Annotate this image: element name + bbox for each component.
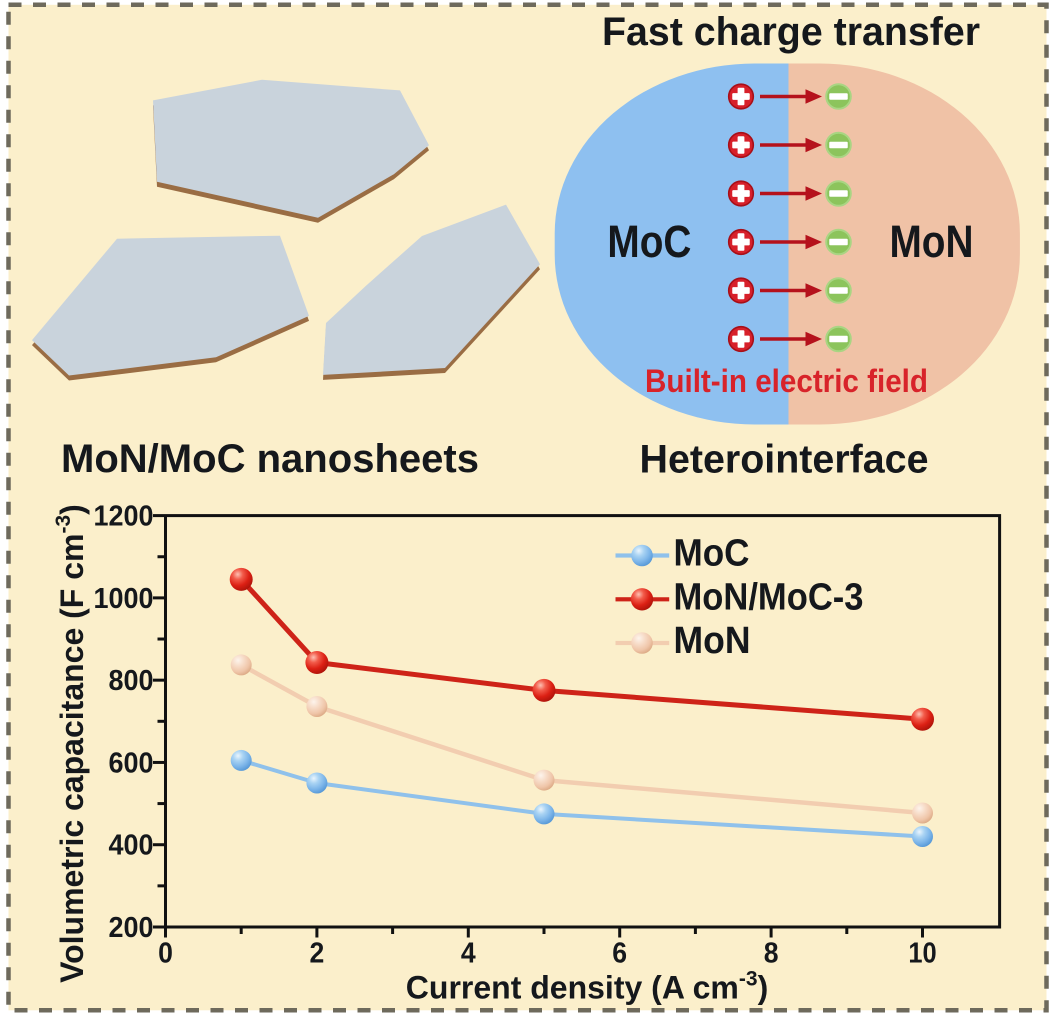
svg-text:MoC: MoC [674,533,750,575]
svg-text:1200: 1200 [94,501,154,533]
svg-text:Fast charge transfer: Fast charge transfer [602,10,980,54]
svg-text:8: 8 [764,937,779,969]
svg-text:Current density (A cm-3): Current density (A cm-3) [406,968,768,1006]
svg-text:MoN/MoC-3: MoN/MoC-3 [674,576,864,618]
svg-text:1000: 1000 [94,583,154,615]
svg-text:6: 6 [612,937,627,969]
svg-text:200: 200 [109,912,154,944]
svg-text:Volumetric capacitance (F cm-3: Volumetric capacitance (F cm-3) [52,504,90,983]
svg-text:MoN/MoC nanosheets: MoN/MoC nanosheets [61,437,479,481]
svg-text:2: 2 [310,937,325,969]
svg-text:Built-in electric field: Built-in electric field [645,363,928,399]
svg-text:0: 0 [158,937,173,969]
svg-text:800: 800 [109,665,154,697]
svg-text:600: 600 [109,747,154,779]
svg-text:MoN: MoN [674,620,751,662]
svg-text:MoN: MoN [890,216,974,267]
svg-text:400: 400 [109,830,154,862]
svg-text:MoC: MoC [607,216,691,267]
svg-text:10: 10 [908,937,936,969]
svg-text:4: 4 [461,937,476,969]
svg-text:Heterointerface: Heterointerface [640,437,929,481]
